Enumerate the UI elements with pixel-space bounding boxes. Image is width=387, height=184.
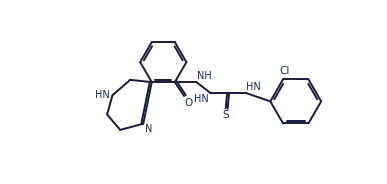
Text: O: O xyxy=(185,98,193,107)
Text: HN: HN xyxy=(95,90,110,100)
Text: S: S xyxy=(223,110,229,120)
Text: HN: HN xyxy=(247,82,261,92)
Text: NH: NH xyxy=(197,71,212,81)
Text: HN: HN xyxy=(194,94,209,105)
Text: Cl: Cl xyxy=(279,66,290,76)
Text: N: N xyxy=(145,125,152,135)
